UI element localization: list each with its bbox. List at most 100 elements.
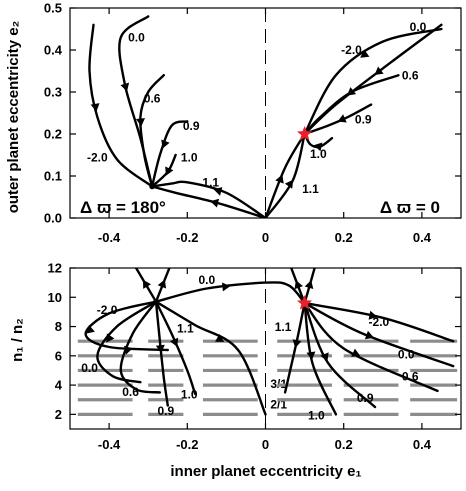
curve-label-top-2: 0.6 — [144, 92, 161, 106]
trajectory-arrow-top-11 — [313, 142, 323, 152]
trajectory-arrow-top-5 — [213, 187, 223, 196]
curve-label-top-12: 1.1 — [302, 182, 319, 196]
trajectory-arrow-top-8 — [374, 66, 384, 75]
trajectory-arrow-bottom-6 — [222, 282, 231, 292]
curve-label-bottom-6: 0.0 — [199, 273, 216, 287]
bottom-trajectories — [84, 268, 455, 416]
trajectory-arrow-top-0 — [90, 103, 100, 112]
trajectory-arrow-bottom-9 — [368, 310, 378, 320]
curve-label-top-11: 1.0 — [310, 147, 327, 161]
trajectory-top-7 — [303, 27, 443, 136]
x-tick-label-bottom-0.2: 0.2 — [335, 437, 353, 452]
y-axis-label-outer-eccentricity: outer planet eccentricity e₂ — [5, 21, 22, 214]
trajectory-arrow-top-1 — [120, 82, 130, 92]
y-tick-label-top-0: 0.0 — [44, 211, 62, 226]
trajectory-arrow-bottom-3 — [155, 344, 165, 354]
fixed-point-top-0 — [149, 183, 155, 190]
trajectory-arrow-top-4 — [165, 166, 174, 176]
curve-label-bottom-11: 0.6 — [402, 370, 419, 384]
x-tick-label-bottom--0.4: -0.4 — [98, 437, 121, 452]
curve-label-top-1: 0.0 — [128, 31, 145, 45]
x-tick-label-bottom-0.4: 0.4 — [413, 437, 432, 452]
curve-label-top-10: 0.9 — [355, 113, 372, 127]
trajectory-arrow-bottom-2 — [124, 345, 133, 355]
x-tick-label-top-0: 0 — [262, 230, 269, 245]
curve-label-top-8: 0.0 — [410, 20, 427, 34]
trajectory-arrow-bottom-15 — [294, 280, 303, 290]
trajectory-arrow-top-7 — [360, 49, 370, 58]
trajectory-bottom-11 — [303, 301, 439, 393]
x-tick-label-top-0.2: 0.2 — [335, 230, 353, 245]
y-tick-label-bottom-10: 10 — [48, 290, 62, 305]
y-tick-label-bottom-12: 12 — [48, 261, 62, 276]
curve-label-bottom-0: -2.0 — [97, 303, 118, 317]
trajectory-arrow-top-9 — [347, 87, 357, 96]
y-tick-label-top-0.2: 0.2 — [44, 127, 62, 142]
trajectory-arrow-bottom-1 — [106, 333, 115, 343]
x-tick-label-top--0.4: -0.4 — [98, 230, 121, 245]
curve-label-top-7: -2.0 — [341, 43, 362, 57]
red-star-top-1 — [296, 125, 313, 141]
curve-label-top-5: 1.1 — [202, 176, 219, 190]
trajectory-top-10 — [303, 103, 373, 136]
curve-label-bottom-9: -2.0 — [369, 315, 390, 329]
curve-label-top-4: 1.0 — [181, 150, 198, 164]
red-star-bottom-1 — [296, 294, 313, 310]
trajectory-arrow-top-12 — [284, 179, 294, 189]
trajectory-arrow-bottom-5 — [215, 334, 225, 342]
trajectory-top-2 — [139, 74, 165, 188]
y-tick-label-bottom-4: 4 — [55, 378, 63, 393]
trajectory-arrow-bottom-16 — [304, 280, 314, 289]
curve-label-bottom-13: 1.0 — [308, 408, 325, 422]
trajectory-bottom-4 — [154, 300, 197, 396]
trajectory-bottom-10 — [303, 301, 455, 368]
y-tick-label-top-0.1: 0.1 — [44, 169, 62, 184]
curve-label-bottom-1: 0.0 — [81, 361, 98, 375]
trajectory-bottom-3 — [154, 300, 169, 407]
x-tick-label-bottom-0: 0 — [262, 437, 269, 452]
trajectory-arrow-bottom-14 — [292, 339, 302, 349]
bottom-panel: n₁ / n₂ inner planet eccentricity e₁ 2/1… — [9, 261, 462, 480]
y-tick-label-bottom-8: 8 — [55, 319, 62, 334]
trajectory-top-0 — [88, 23, 154, 188]
trajectory-bottom-5 — [154, 300, 267, 416]
trajectory-bottom-9 — [303, 301, 455, 343]
trajectory-arrow-bottom-12 — [320, 352, 329, 362]
annotation-aligned: Δ ϖ = 0 — [380, 198, 440, 217]
trajectory-arrow-top-6 — [210, 198, 220, 208]
trajectory-bottom-6 — [154, 281, 306, 305]
x-tick-label-top-0.4: 0.4 — [413, 230, 432, 245]
trajectory-arrow-top-2 — [136, 118, 145, 127]
curve-label-top-0: -2.0 — [87, 150, 108, 164]
curve-label-bottom-3: 0.9 — [157, 404, 174, 418]
curve-label-top-3: 0.9 — [183, 119, 200, 133]
trajectory-top-5 — [150, 180, 267, 218]
trajectory-arrow-top-3 — [161, 139, 170, 149]
annotation-antialigned: Δ ϖ = 180° — [80, 198, 166, 217]
trajectory-bottom-12 — [303, 301, 377, 409]
curve-label-bottom-12: 0.9 — [357, 391, 374, 405]
trajectory-top-6 — [150, 185, 267, 218]
trajectory-top-8 — [303, 23, 443, 136]
curve-label-bottom-5: 1.1 — [177, 321, 194, 335]
curve-label-bottom-4: 1.0 — [181, 387, 198, 401]
trajectory-top-13 — [264, 132, 306, 218]
top-panel: outer planet eccentricity e₂ -2.0 0.0 0.6 0… — [5, 1, 462, 245]
y-tick-label-bottom-6: 6 — [55, 348, 62, 363]
x-tick-label-top--0.2: -0.2 — [176, 230, 198, 245]
y-axis-label-period-ratio: n₁ / n₂ — [9, 318, 26, 362]
curve-label-bottom-10: 0.0 — [398, 348, 415, 362]
curve-label-top-9: 0.6 — [402, 68, 419, 82]
fixed-point-bottom-0 — [153, 298, 159, 305]
trajectory-top-3 — [150, 120, 189, 188]
trajectory-arrow-bottom-7 — [143, 279, 151, 289]
trajectory-arrow-bottom-11 — [351, 348, 361, 357]
trajectory-arrow-bottom-8 — [157, 279, 167, 289]
trajectory-arrow-bottom-4 — [169, 337, 179, 347]
trajectory-arrow-top-10 — [337, 114, 347, 123]
trajectory-arrow-top-13 — [275, 174, 284, 184]
trajectory-bottom-1 — [96, 300, 158, 384]
y-tick-label-top-0.4: 0.4 — [44, 43, 63, 58]
trajectory-arrow-bottom-13 — [306, 351, 316, 360]
